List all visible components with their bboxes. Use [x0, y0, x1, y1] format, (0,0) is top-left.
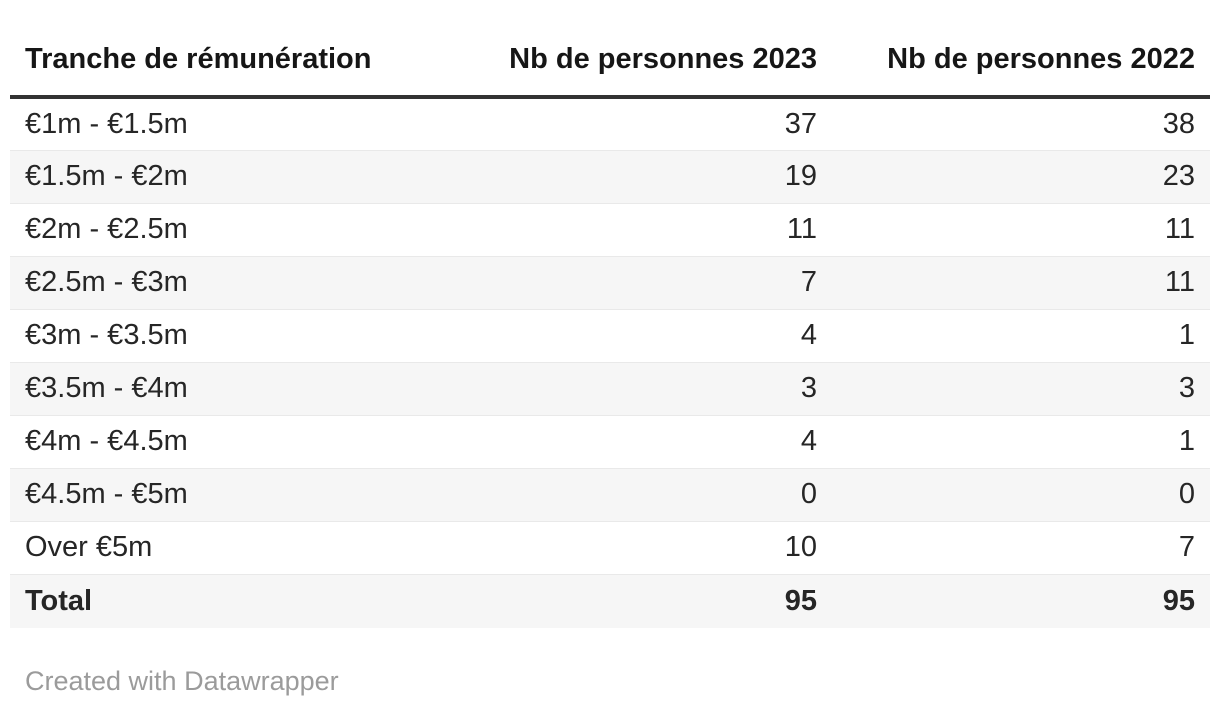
value-2023-cell: 95 [784, 584, 817, 617]
value-2022-cell: 1 [832, 309, 1210, 363]
row-label-cell: €2.5m - €3m [10, 256, 454, 310]
table-body: €1m - €1.5m 37 38 €1.5m - €2m 19 23 €2m … [10, 97, 1210, 628]
row-label-cell: €1m - €1.5m [10, 97, 454, 151]
datawrapper-credit-link[interactable]: Created with Datawrapper [25, 666, 339, 696]
row-label-cell: Total [25, 584, 93, 617]
value-2022-cell: 95 [1162, 584, 1195, 617]
value-2022-cell: 0 [832, 468, 1210, 522]
row-label-cell: €4m - €4.5m [10, 415, 454, 469]
value-2022-cell: 23 [832, 150, 1210, 204]
table-row: Total 95 95 [10, 574, 1210, 628]
row-label-cell: €3.5m - €4m [10, 362, 454, 416]
column-header-2023: Nb de personnes 2023 [454, 28, 832, 99]
datawrapper-table-embed: Tranche de rémunération Nb de personnes … [0, 28, 1220, 716]
column-header-2022: Nb de personnes 2022 [832, 28, 1210, 99]
table-row: €2m - €2.5m 11 11 [10, 203, 1210, 257]
table-row: €1m - €1.5m 37 38 [10, 97, 1210, 151]
value-2023-cell: 10 [454, 521, 832, 575]
row-label-cell: Over €5m [10, 521, 454, 575]
value-2023-cell: 4 [454, 309, 832, 363]
table-row: €3m - €3.5m 4 1 [10, 309, 1210, 363]
column-header-tranche: Tranche de rémunération [10, 28, 454, 99]
table-row: €4.5m - €5m 0 0 [10, 468, 1210, 522]
remuneration-table: Tranche de rémunération Nb de personnes … [10, 28, 1210, 628]
value-2023-cell: 7 [454, 256, 832, 310]
value-2023-cell: 3 [454, 362, 832, 416]
table-row: €3.5m - €4m 3 3 [10, 362, 1210, 416]
table-row: €1.5m - €2m 19 23 [10, 150, 1210, 204]
table-row: Over €5m 10 7 [10, 521, 1210, 575]
value-2023-cell: 37 [454, 97, 832, 151]
value-2023-cell: 19 [454, 150, 832, 204]
value-2023-cell: 0 [454, 468, 832, 522]
value-2022-cell: 11 [832, 256, 1210, 310]
value-2022-cell: 11 [832, 203, 1210, 257]
table-row: €2.5m - €3m 7 11 [10, 256, 1210, 310]
row-label-cell: €1.5m - €2m [10, 150, 454, 204]
value-2022-cell: 3 [832, 362, 1210, 416]
row-label-cell: €4.5m - €5m [10, 468, 454, 522]
row-label-cell: €3m - €3.5m [10, 309, 454, 363]
row-label-cell: €2m - €2.5m [10, 203, 454, 257]
header-row: Tranche de rémunération Nb de personnes … [10, 28, 1210, 99]
value-2022-cell: 1 [832, 415, 1210, 469]
value-2023-cell: 4 [454, 415, 832, 469]
table-row: €4m - €4.5m 4 1 [10, 415, 1210, 469]
table-header: Tranche de rémunération Nb de personnes … [10, 28, 1210, 99]
value-2022-cell: 7 [832, 521, 1210, 575]
value-2023-cell: 11 [454, 203, 832, 257]
value-2022-cell: 38 [832, 97, 1210, 151]
